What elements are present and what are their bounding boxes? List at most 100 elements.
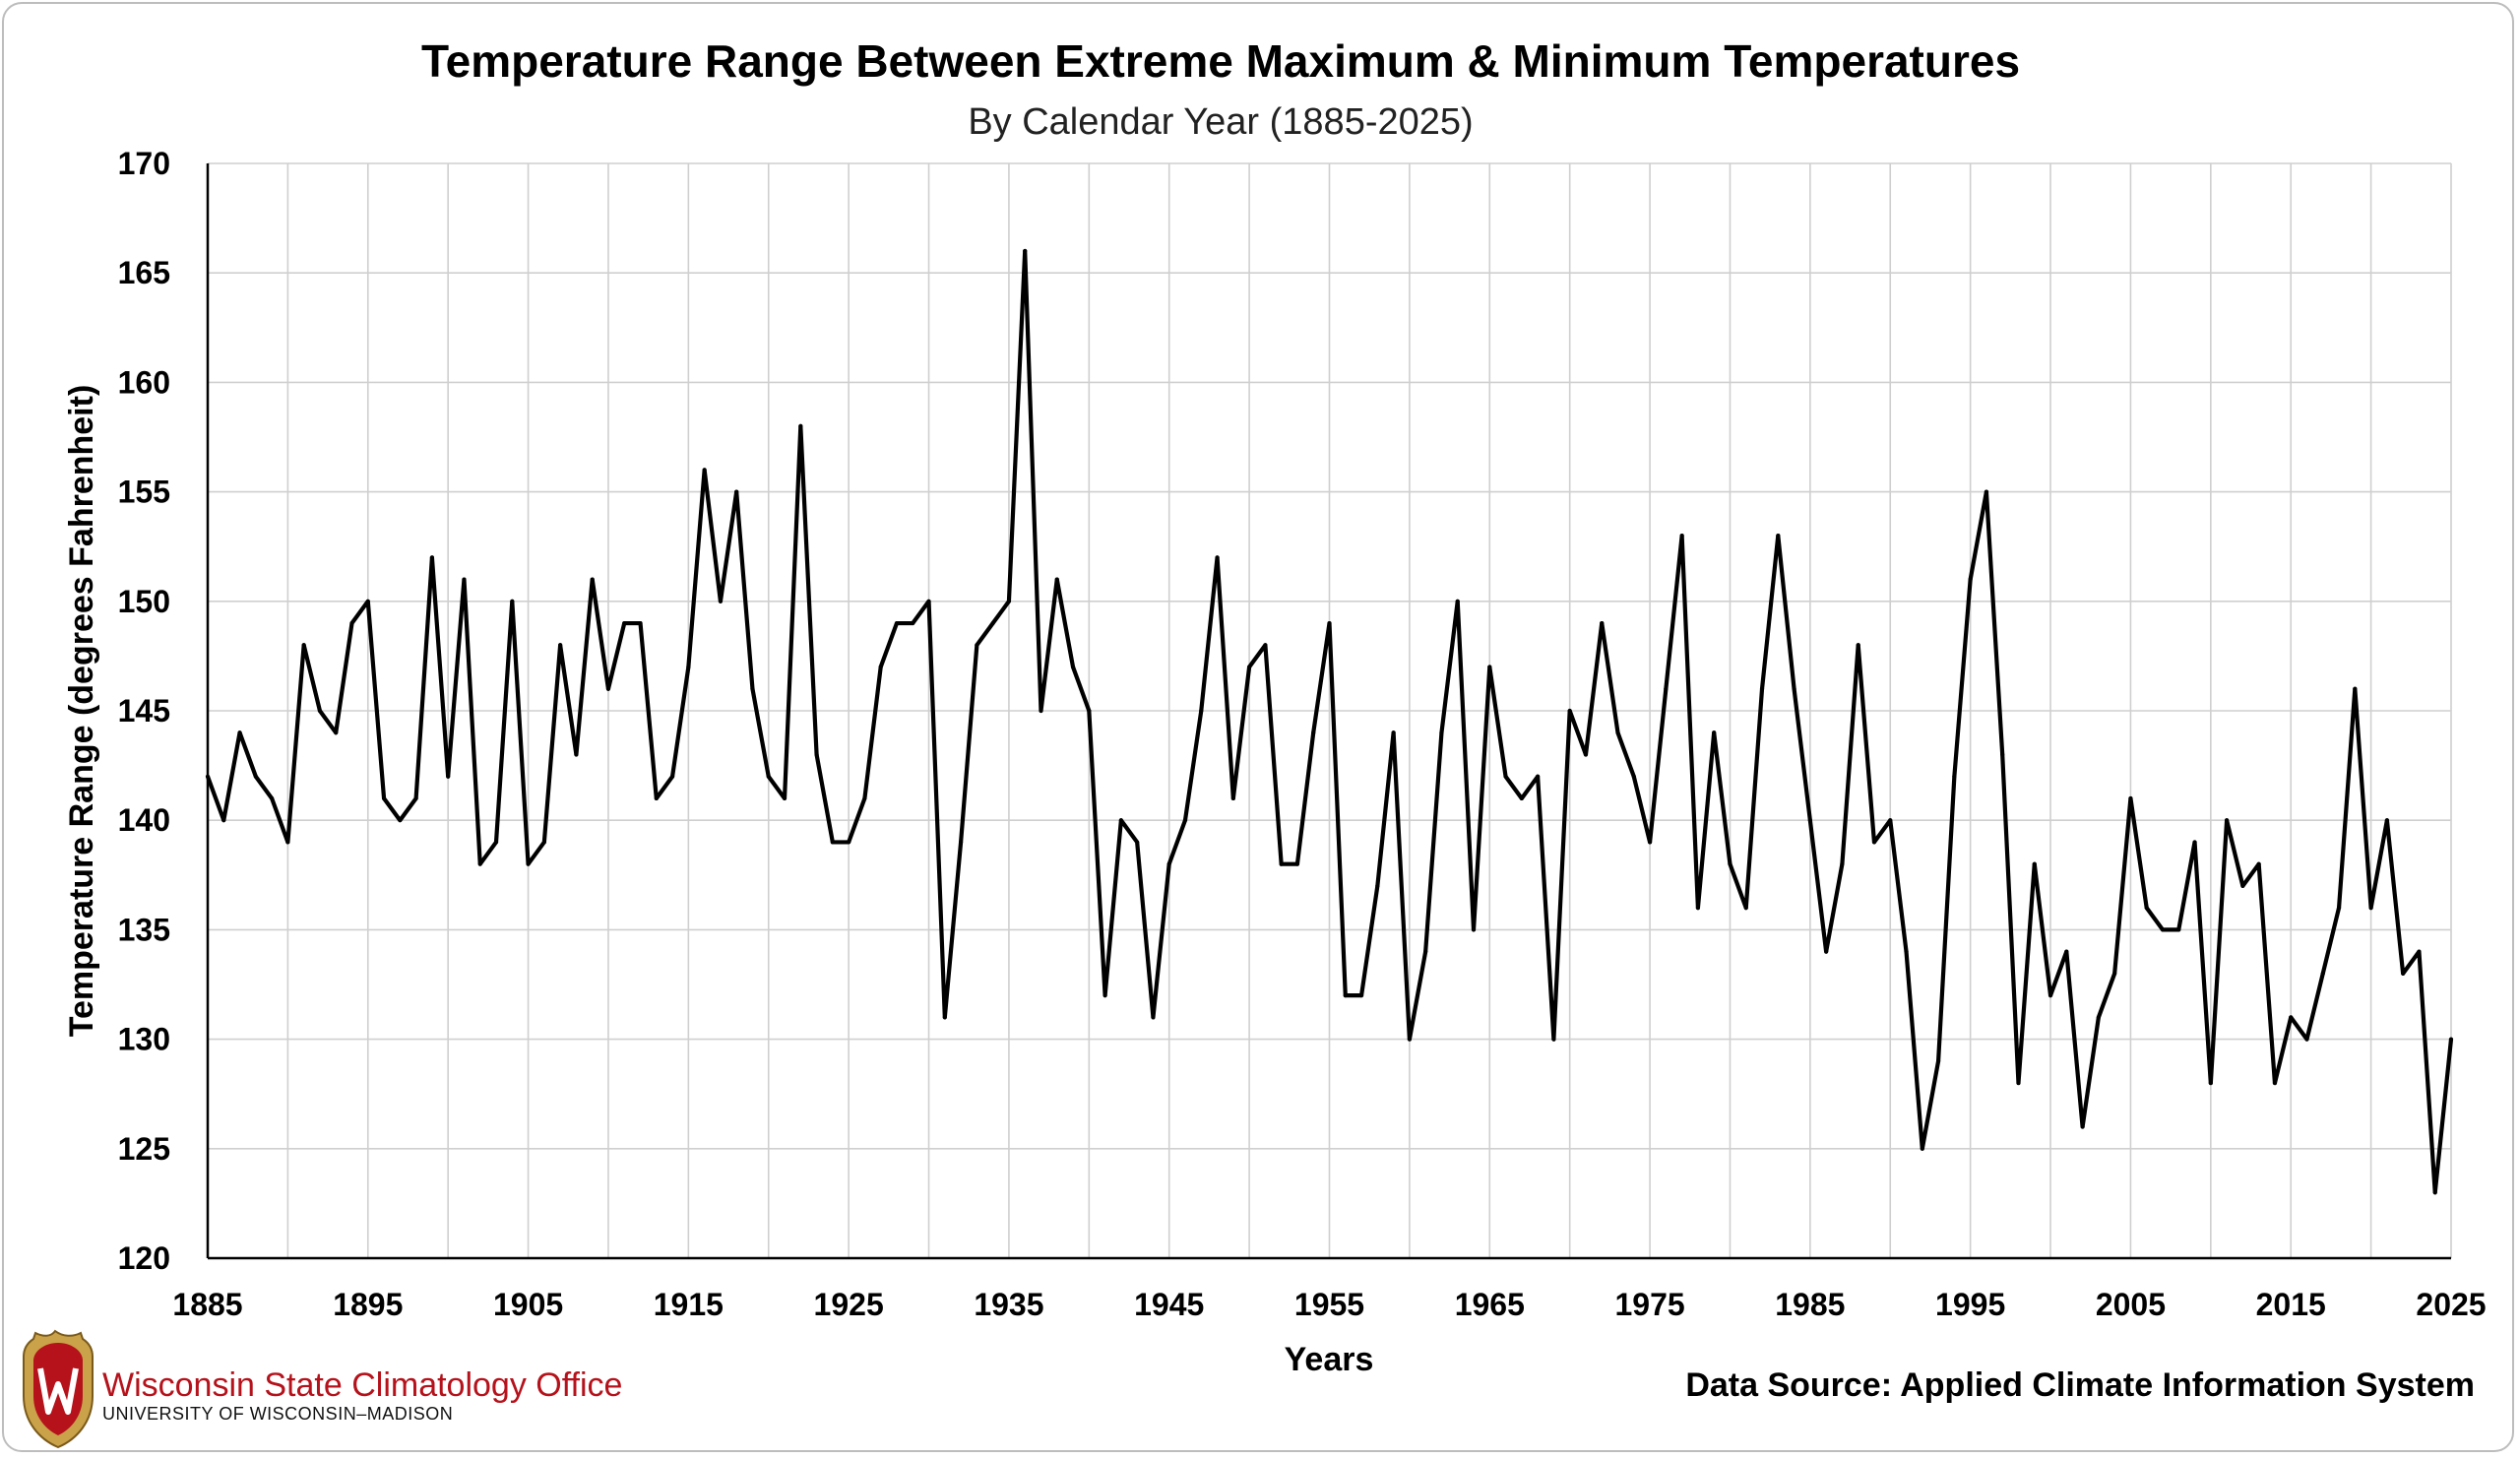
data-point	[1311, 730, 1316, 735]
data-point	[301, 643, 306, 648]
data-point	[1519, 795, 1524, 801]
data-point	[2064, 949, 2069, 954]
data-point	[1759, 686, 1765, 691]
data-point	[718, 599, 724, 603]
data-point	[1166, 861, 1171, 866]
data-point	[878, 665, 883, 669]
data-point	[2289, 1015, 2294, 1020]
data-point	[221, 818, 226, 823]
data-point	[1743, 906, 1748, 911]
data-point	[1536, 774, 1541, 779]
data-point	[205, 774, 211, 779]
data-point	[1391, 730, 1396, 735]
data-point	[1647, 840, 1653, 845]
line-chart: Temperature Range Between Extreme Maximu…	[23, 35, 2487, 1449]
data-point	[862, 795, 867, 801]
x-axis-label: Years	[1285, 1341, 1374, 1378]
data-point	[1294, 861, 1300, 866]
data-point	[1679, 533, 1684, 539]
data-point	[734, 489, 739, 494]
data-point	[1871, 840, 1877, 845]
data-point	[1023, 248, 1028, 254]
data-point	[493, 840, 499, 845]
data-point	[1006, 599, 1012, 603]
data-point	[1615, 730, 1620, 735]
data-point	[2401, 971, 2406, 976]
data-point	[462, 577, 467, 582]
data-point	[782, 795, 788, 801]
chart-subtitle: By Calendar Year (1885-2025)	[968, 101, 1473, 143]
data-point	[942, 1015, 947, 1020]
data-point	[541, 840, 546, 845]
data-point	[1824, 949, 1829, 954]
data-point	[2016, 1080, 2021, 1086]
data-point	[2304, 1037, 2309, 1042]
gridlines	[207, 162, 2452, 1259]
data-point	[975, 643, 979, 648]
chart-title: Temperature Range Between Extreme Maximu…	[421, 35, 2020, 87]
data-point	[1631, 774, 1636, 779]
data-point	[894, 620, 900, 626]
data-point	[1054, 577, 1059, 582]
y-tick-labels: 120 125 130 135 140 145 150 155 160 165 170	[118, 146, 170, 1276]
data-point	[1551, 1037, 1556, 1042]
data-point	[750, 686, 755, 691]
data-point	[365, 599, 370, 603]
data-point	[766, 774, 771, 779]
data-point	[1935, 1058, 1941, 1063]
data-point	[1087, 708, 1092, 714]
data-point	[1471, 927, 1477, 932]
data-point	[1920, 1146, 1924, 1151]
data-point	[1343, 993, 1348, 998]
data-point	[2096, 1015, 2101, 1020]
data-point	[1230, 795, 1235, 801]
axes	[206, 163, 2451, 1260]
data-point	[1135, 840, 1140, 845]
data-point	[349, 620, 354, 626]
data-point	[2176, 927, 2181, 932]
x-tick-label: 1985	[1775, 1287, 1845, 1322]
x-tick-labels: 1885 1895 1905 1915 1925 1935 1945 1955 1965 1975…	[172, 1287, 2486, 1322]
data-point	[2256, 861, 2261, 866]
data-point	[990, 620, 995, 626]
data-point	[1487, 665, 1492, 669]
data-point	[1199, 708, 1204, 714]
data-point	[1407, 1037, 1412, 1042]
data-point	[2353, 686, 2358, 691]
x-tick-label: 1955	[1294, 1287, 1364, 1322]
university-crest-icon	[23, 1329, 94, 1449]
data-point	[911, 620, 915, 626]
data-point	[558, 643, 563, 648]
data-point	[1664, 686, 1669, 691]
data-point	[2112, 971, 2117, 976]
data-point	[702, 468, 707, 473]
data-point	[669, 774, 675, 779]
data-point	[2225, 818, 2230, 823]
data-point	[2208, 1080, 2213, 1086]
data-point	[1118, 818, 1123, 823]
data-point	[2432, 1190, 2437, 1195]
data-point	[638, 620, 643, 626]
data-point	[1792, 686, 1796, 691]
data-point	[1327, 620, 1332, 626]
x-tick-label: 1905	[493, 1287, 563, 1322]
x-tick-label: 1965	[1455, 1287, 1525, 1322]
data-point	[270, 795, 275, 801]
data-point	[1182, 818, 1188, 823]
data-point	[1070, 665, 1076, 669]
data-point	[1952, 774, 1957, 779]
organization-name: Wisconsin State Climatology Office	[102, 1366, 622, 1404]
data-point	[1263, 643, 1268, 648]
x-tick-label: 1915	[654, 1287, 724, 1322]
y-tick-label: 140	[118, 802, 170, 838]
data-source-note: Data Source: Applied Climate Information…	[1685, 1366, 2475, 1404]
data-point	[526, 861, 531, 866]
data-point	[2000, 752, 2005, 757]
data-point	[1712, 730, 1717, 735]
data-point	[798, 423, 803, 428]
data-point	[2160, 927, 2166, 932]
data-point	[1455, 599, 1460, 603]
organization-subtitle: UNIVERSITY OF WISCONSIN–MADISON	[102, 1404, 453, 1424]
data-point	[1807, 818, 1812, 823]
data-point	[847, 840, 851, 845]
